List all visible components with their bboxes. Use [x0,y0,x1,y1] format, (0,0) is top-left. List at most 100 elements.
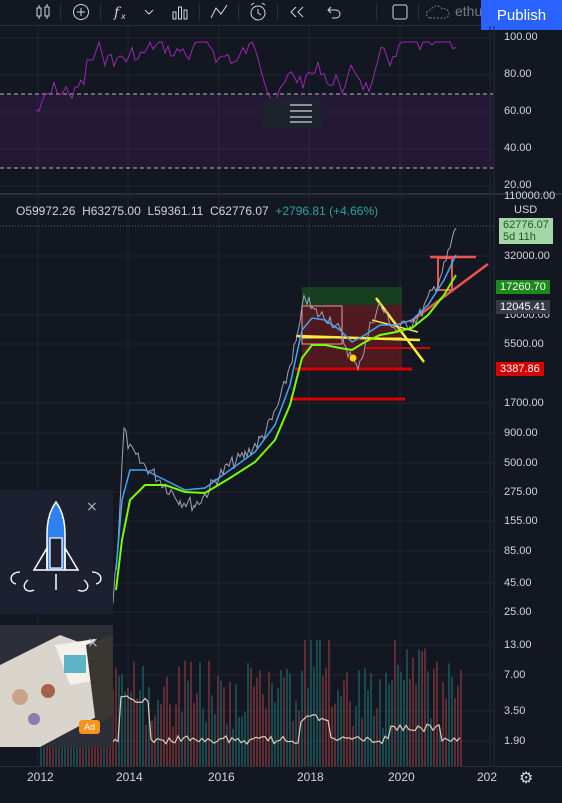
volume-bar [397,664,399,766]
price-axis-label: 7.00 [504,669,526,681]
volume-bar [340,696,342,766]
volume-bar [325,667,327,766]
alert-icon[interactable] [247,0,269,24]
price-axis-label: 500.00 [504,457,538,469]
volume-bar [349,701,351,766]
volume-bar [361,717,363,766]
yellow-trend-line-2 [371,319,419,333]
candles-icon[interactable] [32,0,54,24]
close-value: C62776.07 [209,204,269,218]
close-icon[interactable]: × [87,635,99,651]
time-axis[interactable] [0,766,562,803]
add-indicator-icon[interactable] [70,0,92,24]
layout-icon[interactable] [389,0,411,24]
time-axis-label: 2012 [27,770,54,784]
volume-bar [214,713,216,766]
red-level-tag: 3387.86 [496,362,544,376]
volume-bar [295,700,297,766]
volume-bar [355,706,357,766]
volume-bar [376,708,378,766]
volume-bar [223,687,225,766]
currency-label[interactable]: USD [514,204,538,216]
volume-bar [202,708,204,766]
volume-bar [268,671,270,766]
publish-button[interactable]: Publish [481,0,562,30]
price-axis-label: 5500.00 [504,338,544,350]
volume-bar [439,726,441,766]
ma-green-line [115,274,457,591]
volume-bar [199,662,201,766]
time-axis-label: 2018 [297,770,324,784]
volume-bar [187,680,189,766]
price-axis-label: 3.50 [504,705,526,717]
ad-image-panel[interactable] [0,625,113,747]
volume-bar [238,717,240,766]
volume-bar [388,684,390,766]
time-axis-label: 2016 [208,770,235,784]
rsi-axis-label: 100.00 [504,31,538,43]
volume-bar [220,680,222,766]
replay-icon[interactable] [286,0,308,24]
symbol-search-hint[interactable]: ethu [455,3,483,19]
volume-bar [172,726,174,766]
gear-icon[interactable]: ⚙ [519,768,534,787]
volume-bar [307,688,309,766]
red-uptrend-line [409,262,489,324]
volume-bar [430,718,432,766]
close-icon[interactable]: × [86,499,98,515]
volume-bar [373,716,375,766]
price-axis-label: 1700.00 [504,397,544,409]
green-level-tag: 17260.70 [496,280,550,294]
volume-bar [331,706,333,766]
volume-bar [286,668,288,766]
volume-bar [226,724,228,766]
time-axis-label: 2014 [116,770,143,784]
volume-bar [292,721,294,766]
volume-bar [319,640,321,766]
price-axis-label: 32000.00 [504,250,550,262]
volume-bar [262,694,264,766]
volume-bar [175,704,177,766]
volume-bar [415,684,417,766]
volume-bar [334,703,336,766]
volume-bar [142,665,144,766]
high-value: H63275.00 [82,204,141,218]
volume-bar [121,674,123,766]
svg-text:x: x [120,12,126,21]
volume-bar [310,640,312,766]
chevron-down-icon[interactable] [142,0,156,24]
volume-bar [442,682,444,766]
price-line [112,227,457,604]
volume-bar [454,698,456,766]
ad-photo [0,625,113,747]
bar-chart-icon[interactable] [169,0,191,24]
volume-bar [421,651,423,766]
volume-bar [391,680,393,766]
volume-bar [322,676,324,766]
volume-bar [367,690,369,766]
volume-bar [163,686,165,766]
volume-bar [427,671,429,766]
volume-bar [460,669,462,766]
volume-bar [211,695,213,766]
volume-bar [232,728,234,766]
cloud-icon[interactable] [424,0,452,24]
volume-bar [352,726,354,766]
volume-bar [229,682,231,766]
grey-level-tag: 12045.41 [496,300,550,314]
volume-bar [316,640,318,766]
volume-bar [217,676,219,766]
volume-bar [277,688,279,766]
ad-rocket-panel[interactable] [0,490,113,614]
volume-bar [196,693,198,766]
volume-bar [412,657,414,766]
volume-bar [145,725,147,766]
drawing-icon[interactable] [208,0,230,24]
volume-bar [328,640,330,766]
volume-bar [274,702,276,766]
open-value: O59972.26 [16,204,76,218]
volume-bar [127,687,129,766]
undo-icon[interactable] [322,0,344,24]
volume-bar [457,686,459,766]
